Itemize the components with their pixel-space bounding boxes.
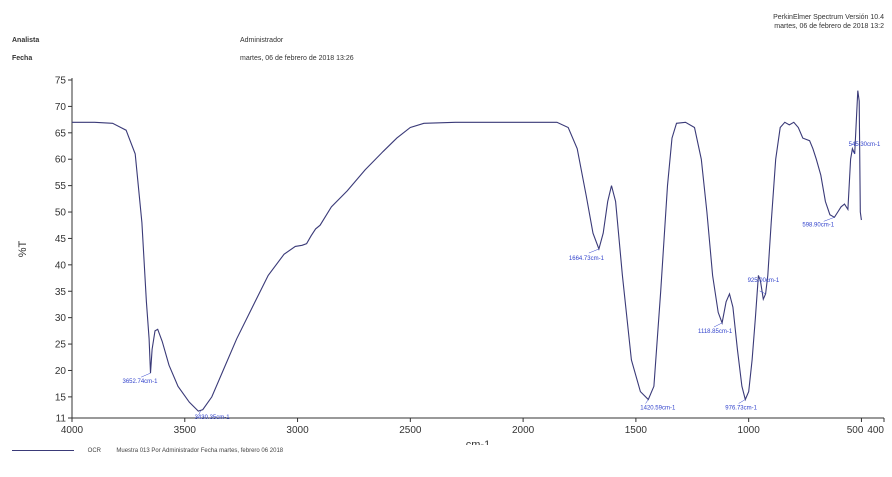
x-tick-label: 3000: [286, 425, 309, 436]
peak-label: 3430.35cm-1: [195, 415, 231, 421]
peak-labels: 3652.74cm-1 3430.35cm-1 1664.73cm-1 1420.59…: [122, 142, 881, 421]
y-tick-label: 40: [55, 260, 67, 271]
x-tick-label: 2500: [399, 425, 422, 436]
peak-marker: [588, 248, 599, 254]
y-tick-label: 65: [55, 128, 67, 139]
y-tick-label: 15: [55, 392, 67, 403]
y-tick-label: 11: [56, 414, 67, 425]
chart-axes: [71, 78, 884, 419]
analyst-label: Analista: [12, 37, 40, 44]
x-tick-label: 2000: [512, 425, 535, 436]
x-tick-label: 1500: [625, 425, 648, 436]
y-tick-label: 60: [55, 155, 67, 166]
y-tick-label: 30: [55, 313, 67, 324]
peak-marker: [645, 399, 649, 404]
y-tick-label: 45: [55, 234, 67, 245]
peak-marker: [141, 372, 151, 378]
y-tick-label: 70: [55, 102, 67, 113]
x-tick-label: 500: [847, 425, 864, 436]
y-axis-ticks: 75 70 65 60 55 50 45 40 35 30 25 20 15 11: [55, 76, 72, 425]
x-tick-label: 1000: [738, 425, 761, 436]
legend-line-swatch: [12, 449, 74, 451]
peak-label: 545.30cm-1: [849, 142, 881, 148]
legend-text: Muestra 013 Por Administrador Fecha mart…: [116, 448, 284, 454]
y-tick-label: 25: [55, 340, 67, 351]
peak-label: 598.90cm-1: [802, 222, 834, 228]
peak-marker: [738, 399, 746, 404]
x-axis-ticks: 4000 3500 3000 2500 2000 1500 1000 500 400: [61, 418, 885, 436]
x-axis-title: cm-1: [466, 439, 490, 445]
x-tick-label: 4000: [61, 425, 84, 436]
legend: OCR Muestra 013 Por Administrador Fecha …: [12, 448, 283, 454]
peak-label: 976.73cm-1: [725, 406, 757, 412]
y-tick-label: 35: [55, 287, 67, 298]
analyst-value: Administrador: [240, 37, 284, 44]
peak-label: 1420.59cm-1: [640, 406, 676, 412]
y-tick-label: 55: [55, 181, 67, 192]
peak-marker: [852, 150, 855, 155]
legend-code: OCR: [87, 448, 102, 454]
peak-marker: [713, 322, 723, 328]
software-version: PerkinElmer Spectrum Versión 10.4: [773, 14, 884, 21]
peak-label: 1664.73cm-1: [569, 256, 605, 262]
date-value: martes, 06 de febrero de 2018 13:26: [240, 55, 354, 62]
peak-marker: [759, 290, 766, 295]
y-tick-label: 20: [55, 366, 67, 377]
peak-marker: [823, 217, 835, 222]
peak-label: 925.00cm-1: [748, 278, 780, 284]
y-tick-label: 50: [55, 208, 67, 219]
x-tick-label: 3500: [174, 425, 197, 436]
report-datetime: martes, 06 de febrero de 2018 13:2: [774, 23, 884, 30]
x-tick-label: 400: [867, 425, 884, 436]
peak-label: 3652.74cm-1: [122, 379, 158, 385]
peak-marker: [198, 411, 201, 416]
y-axis-title: %T: [17, 240, 29, 257]
date-label: Fecha: [12, 55, 33, 62]
peak-label: 1118.85cm-1: [698, 329, 733, 335]
series-line: [72, 90, 862, 412]
ir-spectrum-chart: 75 70 65 60 55 50 45 40 35 30 25 20 15 11 4000 3500 300…: [17, 76, 885, 445]
y-tick-label: 75: [55, 76, 67, 87]
